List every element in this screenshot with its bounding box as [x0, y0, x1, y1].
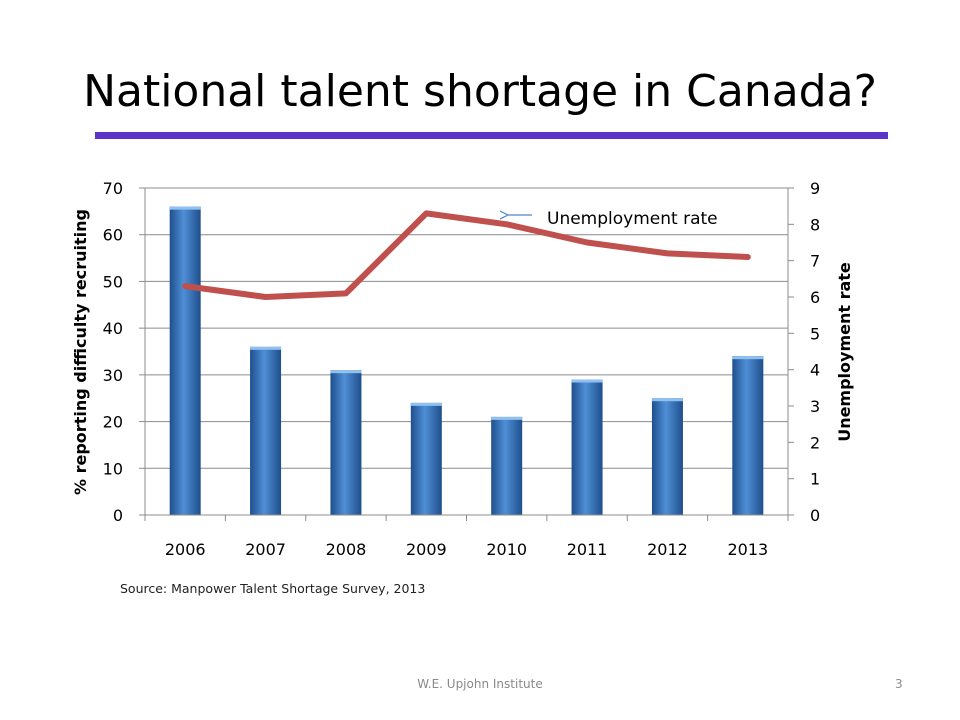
x-tick-label: 2008 — [326, 540, 367, 559]
left-tick-label: 50 — [103, 272, 123, 291]
x-tick-label: 2012 — [647, 540, 688, 559]
right-tick-label: 8 — [810, 215, 820, 234]
left-tick-label: 60 — [103, 226, 123, 245]
bar — [491, 416, 523, 515]
x-tick-label: 2006 — [165, 540, 206, 559]
right-tick-label: 1 — [810, 470, 820, 489]
bar — [651, 398, 683, 515]
slide-title: National talent shortage in Canada? — [83, 66, 877, 117]
right-tick-label: 0 — [810, 506, 820, 525]
axes — [139, 187, 794, 521]
bar-highlight — [651, 398, 683, 402]
bar-highlight — [410, 402, 442, 406]
left-tick-label: 30 — [103, 366, 123, 385]
x-tick-label: 2013 — [727, 540, 768, 559]
bar — [732, 356, 764, 515]
left-tick-label: 20 — [103, 413, 123, 432]
right-tick-label: 7 — [810, 252, 820, 271]
unemployment-line — [182, 210, 751, 300]
bar-highlight — [571, 379, 603, 383]
right-tick-label: 2 — [810, 433, 820, 452]
bar-highlight — [250, 346, 282, 350]
bar-highlight — [732, 356, 764, 360]
left-tick-label: 10 — [103, 459, 123, 478]
bar-highlight — [169, 206, 201, 210]
right-tick-label: 6 — [810, 288, 820, 307]
right-tick-label: 9 — [810, 179, 820, 198]
left-tick-label: 70 — [103, 179, 123, 198]
left-tick-label: 0 — [113, 506, 123, 525]
x-tick-label: 2010 — [486, 540, 527, 559]
y2-axis-title: Unemployment rate — [835, 262, 854, 442]
bar-highlight — [491, 416, 523, 420]
right-tick-label: 4 — [810, 361, 820, 380]
left-tick-label: 40 — [103, 319, 123, 338]
x-tick-label: 2007 — [245, 540, 286, 559]
bars — [169, 206, 764, 515]
unemployment-series: Unemployment rate — [182, 209, 751, 300]
bar — [169, 206, 201, 515]
title-rule — [95, 132, 888, 139]
bar — [330, 370, 362, 515]
gridlines — [145, 187, 788, 516]
bar — [571, 379, 603, 515]
bar — [250, 346, 282, 515]
slide-number: 3 — [895, 677, 903, 691]
axis-labels: 0 10 20 30 40 50 60 70 0 1 2 3 4 5 6 7 8 9 2006 2007 2008 200… — [71, 179, 854, 559]
bar — [410, 402, 442, 515]
source-note: Source: Manpower Talent Shortage Survey,… — [120, 581, 426, 596]
y-axis-title: % reporting difficulty recruiting — [71, 209, 90, 495]
x-tick-label: 2009 — [406, 540, 447, 559]
right-tick-label: 3 — [810, 397, 820, 416]
bar-highlight — [330, 370, 362, 374]
x-tick-label: 2011 — [567, 540, 608, 559]
footer-text: W.E. Upjohn Institute — [417, 677, 543, 691]
annotation-label: Unemployment rate — [547, 209, 718, 229]
right-tick-label: 5 — [810, 324, 820, 343]
